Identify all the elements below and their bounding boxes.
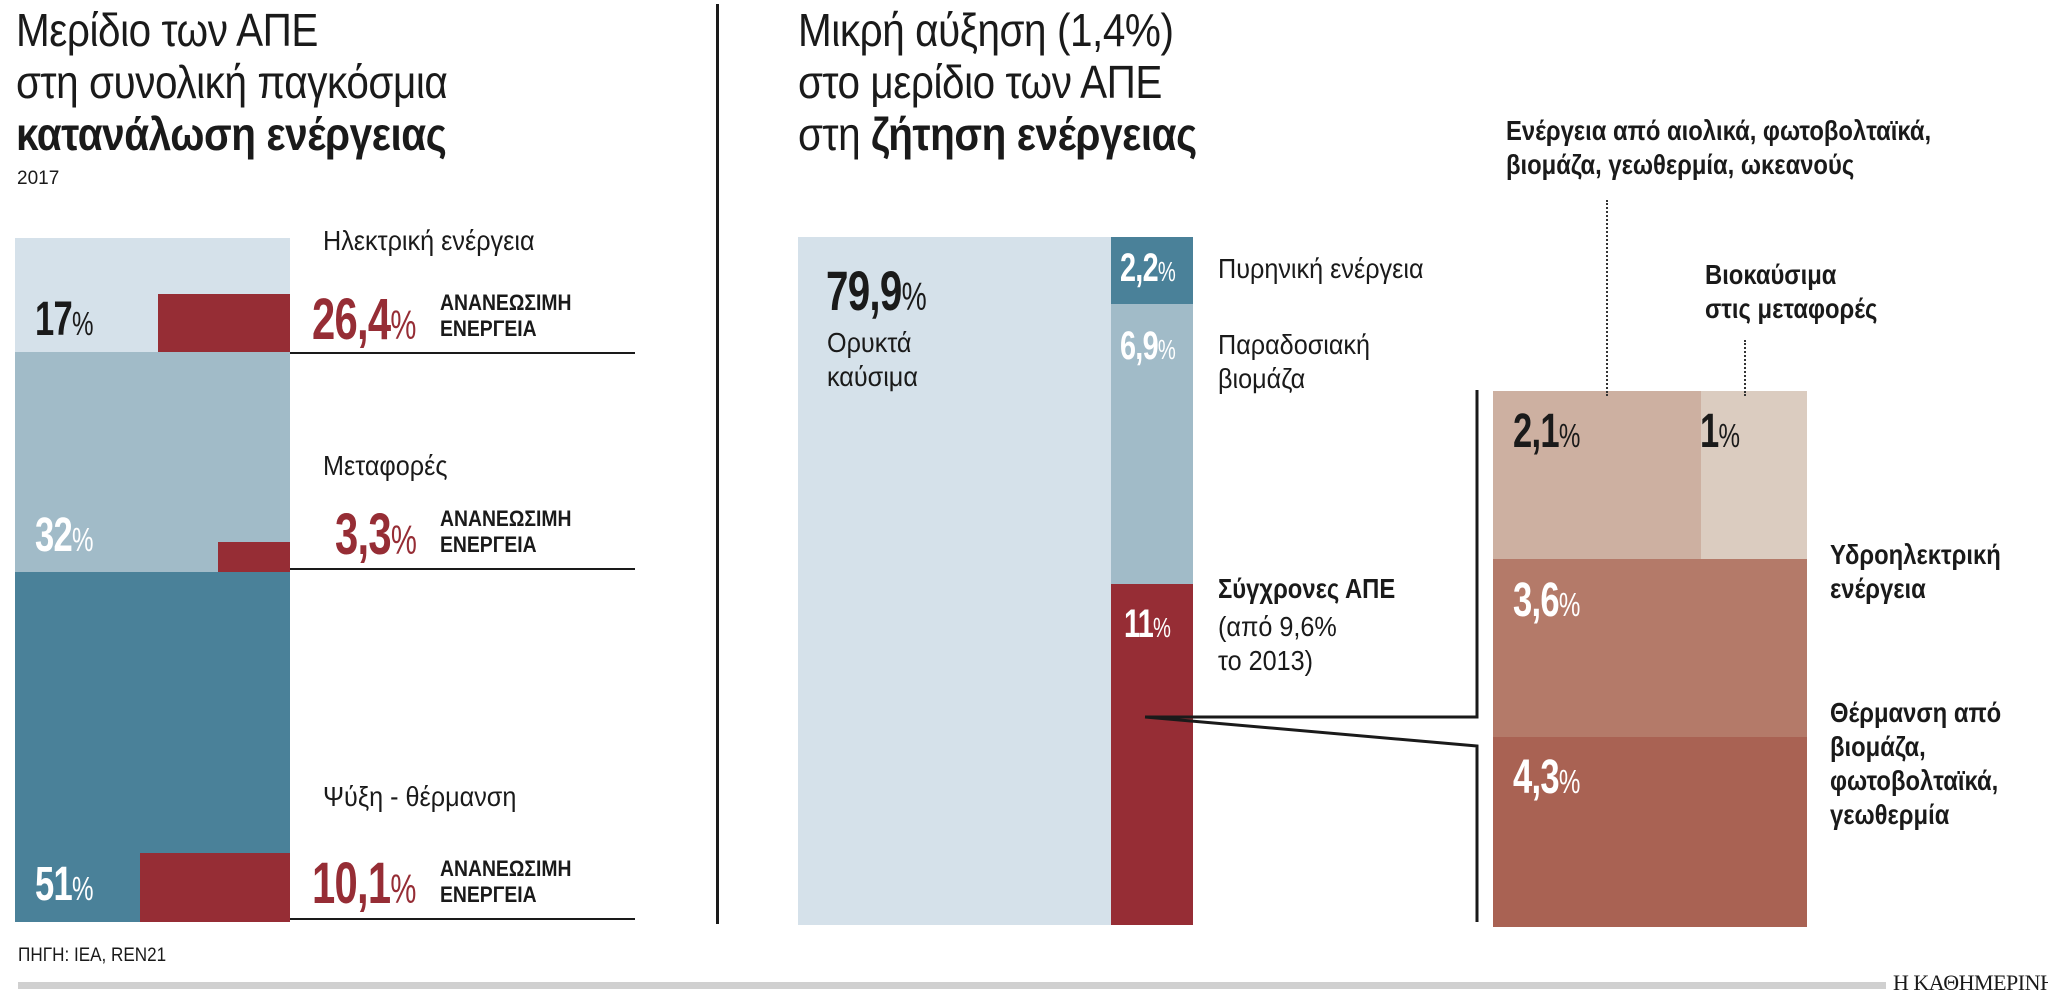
share-electricity: 17% bbox=[35, 293, 93, 346]
left-title-line1: Μερίδιο των ΑΠΕ bbox=[16, 4, 318, 56]
bar-electricity-renewable bbox=[158, 294, 290, 352]
label-biofuels: Βιοκαύσιμα στις μεταφορές bbox=[1705, 259, 1878, 324]
left-title-line2: στη συνολική παγκόσμια bbox=[16, 56, 448, 108]
label-fossil: Ορυκτά καύσιμα bbox=[827, 327, 918, 392]
label-hydro: Υδροηλεκτρική ενέργεια bbox=[1830, 539, 2001, 604]
bar-nuclear bbox=[1111, 237, 1193, 304]
label-heating-res: Θέρμανση από βιομάζα, φωτοβολταϊκά, γεωθ… bbox=[1830, 697, 2002, 830]
right-title-line3: στη ζήτηση ενέργειας bbox=[798, 108, 1197, 160]
connector-lines bbox=[1144, 390, 1479, 922]
label-modern-res: Σύγχρονες ΑΠΕ (από 9,6% το 2013) bbox=[1218, 573, 1396, 676]
right-title: Μικρή αύξηση (1,4%) στο μερίδιο των ΑΠΕ … bbox=[798, 4, 1197, 160]
source-label: ΠΗΓΗ: IEA, REN21 bbox=[18, 945, 167, 966]
renewable-label-heating: ΑΝΑΝΕΩΣΙΜΗ ΕΝΕΡΓΕΙΑ bbox=[440, 856, 572, 907]
renewable-electricity: 26,4% bbox=[312, 287, 416, 352]
renewable-label-transport: ΑΝΑΝΕΩΣΙΜΗ ΕΝΕΡΓΕΙΑ bbox=[440, 506, 572, 557]
renewable-label-electricity: ΑΝΑΝΕΩΣΙΜΗ ΕΝΕΡΓΕΙΑ bbox=[440, 290, 572, 341]
right-title-line1: Μικρή αύξηση (1,4%) bbox=[798, 4, 1174, 56]
left-title: Μερίδιο των ΑΠΕ στη συνολική παγκόσμια κ… bbox=[16, 4, 448, 160]
share-transport: 32% bbox=[35, 509, 93, 562]
value-trad-biomass: 6,9% bbox=[1120, 324, 1176, 368]
renewable-heating: 10,1% bbox=[312, 851, 416, 916]
bar-wind-solar bbox=[1493, 391, 1701, 559]
bar-transport-renewable bbox=[218, 542, 290, 572]
left-title-line3: κατανάλωση ενέργειας bbox=[16, 108, 447, 160]
label-trad-biomass: Παραδοσιακή βιομάζα bbox=[1218, 329, 1371, 394]
divider-transport bbox=[290, 568, 635, 570]
value-biofuels: 1% bbox=[1700, 405, 1740, 458]
footer-rule bbox=[18, 982, 1886, 989]
bar-biofuels bbox=[1701, 391, 1807, 559]
bar-heating-res bbox=[1493, 737, 1807, 927]
divider-heating bbox=[290, 918, 635, 920]
label-nuclear: Πυρηνική ενέργεια bbox=[1218, 253, 1424, 284]
value-nuclear: 2,2% bbox=[1120, 246, 1176, 290]
sector-label-heating: Ψύξη - θέρμανση bbox=[323, 781, 517, 812]
value-modern-res: 11% bbox=[1124, 602, 1171, 646]
bar-trad-biomass bbox=[1111, 304, 1193, 584]
bar-heating-renewable bbox=[140, 853, 290, 922]
year-label: 2017 bbox=[17, 168, 60, 189]
bar-transport bbox=[15, 352, 290, 572]
leader-wind-solar bbox=[1606, 200, 1608, 396]
renewable-transport: 3,3% bbox=[335, 502, 417, 567]
value-wind-solar: 2,1% bbox=[1513, 405, 1580, 458]
value-heating-res: 4,3% bbox=[1513, 751, 1580, 804]
value-hydro: 3,6% bbox=[1513, 574, 1580, 627]
leader-biofuels bbox=[1744, 340, 1746, 396]
center-divider bbox=[716, 4, 719, 924]
bar-modern-res bbox=[1111, 584, 1193, 925]
share-heating: 51% bbox=[35, 858, 93, 911]
bar-hydro bbox=[1493, 559, 1807, 737]
label-wind-solar: Ενέργεια από αιολικά, φωτοβολταϊκά, βιομά… bbox=[1506, 115, 1932, 180]
sector-label-electricity: Ηλεκτρική ενέργεια bbox=[323, 225, 535, 256]
value-fossil: 79,9% bbox=[826, 259, 927, 322]
sector-label-transport: Μεταφορές bbox=[323, 450, 448, 481]
bar-fossil bbox=[798, 237, 1111, 925]
divider-electricity bbox=[290, 352, 635, 354]
right-title-line2: στο μερίδιο των ΑΠΕ bbox=[798, 56, 1162, 108]
brand-logo: Η ΚΑΘΗΜΕΡΙΝΗ bbox=[1893, 970, 2048, 995]
